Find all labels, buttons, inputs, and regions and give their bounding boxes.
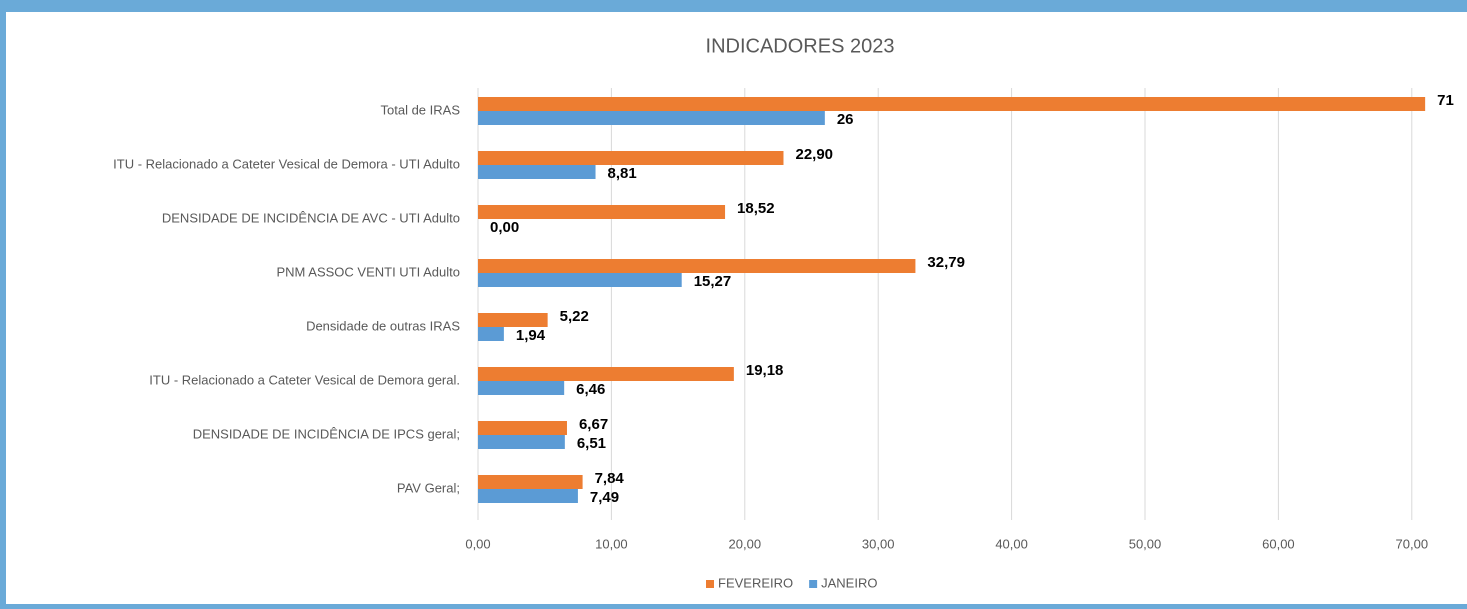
value-label: 15,27: [694, 273, 732, 290]
value-label: 6,46: [576, 381, 605, 398]
x-tick-label: 20,00: [729, 536, 762, 551]
legend-swatch: [809, 580, 818, 588]
bar: [478, 97, 1426, 111]
value-label: 26: [837, 111, 854, 128]
y-tick-label: DENSIDADE DE INCIDÊNCIA DE IPCS geral;: [193, 426, 460, 441]
bar: [478, 273, 682, 287]
value-label: 8,81: [608, 165, 637, 182]
legend-swatch: [706, 580, 714, 588]
bar: [478, 475, 583, 489]
value-label: 6,67: [579, 416, 608, 433]
legend-label: JANEIRO: [821, 575, 877, 590]
value-label: 32,79: [927, 254, 965, 271]
value-label: 71: [1437, 92, 1454, 109]
bar: [478, 435, 565, 449]
y-tick-label: Densidade de outras IRAS: [306, 318, 460, 333]
x-tick-label: 30,00: [862, 536, 895, 551]
bar: [478, 489, 578, 503]
value-label: 1,94: [516, 327, 546, 344]
x-tick-label: 70,00: [1396, 536, 1429, 551]
value-label: 6,51: [577, 435, 606, 452]
x-tick-label: 0,00: [465, 536, 490, 551]
value-label: 22,90: [795, 146, 833, 163]
bar: [478, 151, 784, 165]
y-tick-label: ITU - Relacionado a Cateter Vesical de D…: [149, 372, 460, 387]
x-tick-label: 60,00: [1262, 536, 1295, 551]
chart-title: INDICADORES 2023: [706, 35, 895, 57]
value-label: 7,84: [595, 470, 625, 487]
value-label: 7,49: [590, 489, 619, 506]
bar: [478, 313, 548, 327]
bar: [478, 327, 504, 341]
y-tick-label: DENSIDADE DE INCIDÊNCIA DE AVC - UTI Adu…: [162, 210, 460, 225]
bar: [478, 111, 825, 125]
bar: [478, 205, 726, 219]
chart: INDICADORES 2023 0,00 10,00 20,00 30,00 40,0…: [113, 35, 1454, 590]
value-label: 19,18: [746, 362, 784, 379]
y-tick-label: PAV Geral;: [397, 480, 460, 495]
y-tick-label: ITU - Relacionado a Cateter Vesical de D…: [113, 156, 460, 171]
bar: [478, 381, 565, 395]
x-tick-label: 40,00: [995, 536, 1028, 551]
value-label: 18,52: [737, 200, 775, 217]
bar: [478, 367, 734, 381]
x-tick-label: 50,00: [1129, 536, 1162, 551]
value-label: 5,22: [560, 308, 589, 325]
x-tick-label: 10,00: [595, 536, 628, 551]
legend-label: FEVEREIRO: [718, 575, 793, 590]
y-tick-label: PNM ASSOC VENTI UTI Adulto: [277, 264, 461, 279]
y-tick-label: Total de IRAS: [381, 102, 461, 117]
value-label: 0,00: [490, 219, 519, 236]
bar: [478, 165, 596, 179]
bar: [478, 259, 916, 273]
bar: [478, 421, 567, 435]
chart-frame: INDICADORES 2023 0,00 10,00 20,00 30,00 40,0…: [6, 12, 1467, 604]
